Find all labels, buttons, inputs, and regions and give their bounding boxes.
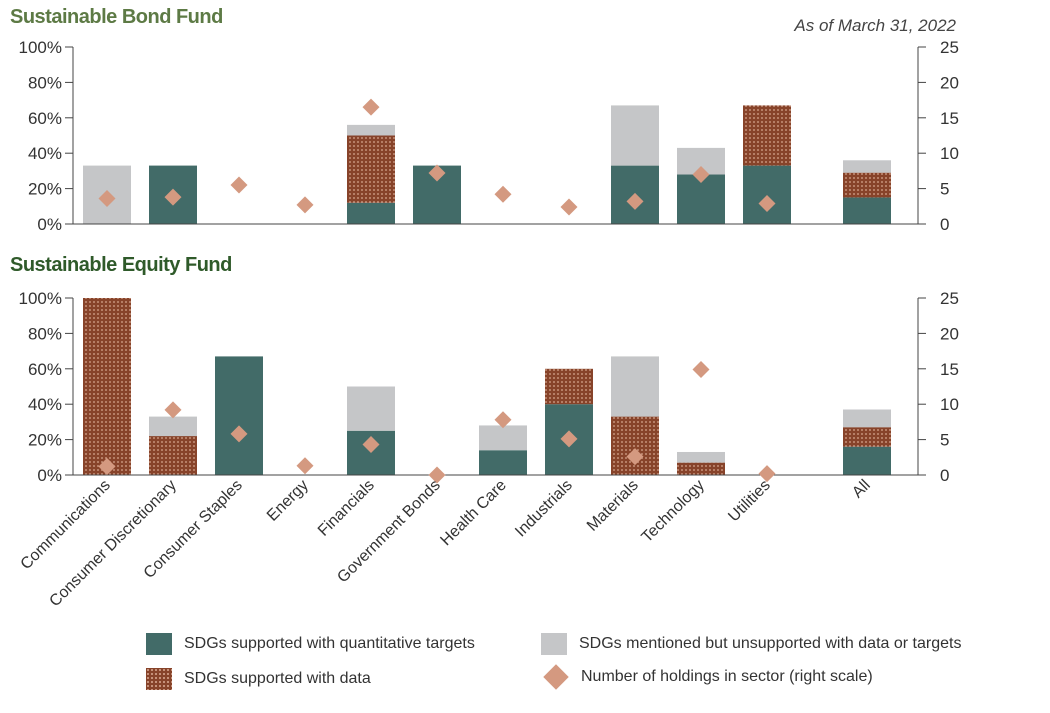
bond-y-tick-label: 20% [28, 180, 62, 199]
bond-mentioned-bar [843, 160, 891, 173]
bond-y2-tick-label: 0 [940, 215, 949, 234]
equity-y2-tick-label: 25 [940, 289, 959, 308]
bond-mentioned-bar [347, 124, 395, 136]
category-label: Utilities [725, 477, 773, 525]
legend-label-mentioned: SDGs mentioned but unsupported with data… [579, 635, 962, 652]
bond-y2-tick-label: 15 [940, 109, 959, 128]
equity-y2-tick-label: 5 [940, 431, 949, 450]
legend-swatch-mentioned [541, 633, 567, 655]
legend-swatch-quantitative [146, 633, 172, 655]
equity-y2-tick-label: 15 [940, 360, 959, 379]
equity-quantitative-bar [479, 450, 527, 475]
equity-holdings-diamond [164, 401, 182, 419]
equity-holdings-diamond [560, 430, 578, 448]
category-label: Industrials [512, 477, 576, 541]
equity-y-tick-label: 0% [37, 466, 62, 485]
bond-holdings-diamond [164, 188, 182, 206]
equity-y2-tick-label: 20 [940, 324, 959, 343]
equity-mentioned-bar [677, 451, 725, 463]
equity-holdings-diamond [230, 425, 248, 443]
bond-fund-title: Sustainable Bond Fund [10, 6, 223, 28]
bond-holdings-diamond [560, 198, 578, 216]
legend-mentioned: SDGs mentioned but unsupported with data… [541, 633, 961, 655]
equity-data-bar [677, 462, 725, 475]
equity-data-bar [545, 368, 593, 405]
equity-holdings-diamond [692, 361, 710, 379]
bond-y2-tick-label: 25 [940, 38, 959, 57]
bond-y-tick-label: 100% [19, 38, 62, 57]
equity-mentioned-bar [347, 386, 395, 431]
bond-data-bar [743, 105, 791, 166]
legend-quantitative: SDGs supported with quantitative targets [146, 633, 475, 655]
equity-holdings-diamond [494, 411, 512, 429]
equity-y-tick-label: 20% [28, 431, 62, 450]
equity-holdings-diamond [296, 457, 314, 475]
bond-holdings-diamond [98, 190, 116, 208]
bond-quantitative-bar [743, 165, 791, 224]
legend-label-holdings: Number of holdings in sector (right scal… [581, 668, 873, 685]
bond-holdings-diamond [428, 164, 446, 182]
category-label: Materials [584, 477, 642, 535]
equity-data-bar [149, 436, 197, 475]
equity-holdings-diamond [758, 465, 776, 483]
equity-y-tick-label: 100% [19, 289, 62, 308]
bond-holdings-diamond [758, 194, 776, 212]
equity-quantitative-bar [215, 356, 263, 475]
bond-holdings-diamond [362, 98, 380, 116]
bond-holdings-diamond [626, 192, 644, 210]
bond-y-tick-label: 0% [37, 215, 62, 234]
equity-data-bar [843, 427, 891, 447]
bond-y2-tick-label: 10 [940, 144, 959, 163]
legend-data: SDGs supported with data [146, 668, 371, 690]
bond-data-bar [843, 172, 891, 198]
category-label: Health Care [437, 477, 509, 549]
category-label: All [849, 477, 874, 502]
bond-holdings-diamond [494, 185, 512, 203]
equity-mentioned-bar [611, 356, 659, 417]
legend-label-quantitative: SDGs supported with quantitative targets [184, 635, 475, 652]
equity-holdings-diamond [98, 458, 116, 476]
bond-holdings-diamond [230, 176, 248, 194]
equity-y-tick-label: 80% [28, 324, 62, 343]
diamond-icon [543, 664, 569, 690]
equity-mentioned-bar [843, 409, 891, 428]
bond-holdings-diamond [296, 196, 314, 214]
equity-holdings-diamond [626, 448, 644, 466]
bond-mentioned-bar [611, 105, 659, 166]
bond-quantitative-bar [843, 197, 891, 224]
bond-y-tick-label: 40% [28, 144, 62, 163]
bond-quantitative-bar [347, 202, 395, 224]
bond-y-tick-label: 60% [28, 109, 62, 128]
bond-holdings-diamond [692, 165, 710, 183]
category-label: Energy [264, 477, 312, 525]
legend-swatch-data [146, 668, 172, 690]
bond-y-tick-label: 80% [28, 73, 62, 92]
legend-label-data: SDGs supported with data [184, 670, 371, 687]
equity-y-tick-label: 60% [28, 360, 62, 379]
bond-data-bar [347, 135, 395, 203]
equity-data-bar [611, 416, 659, 475]
equity-holdings-diamond [428, 466, 446, 484]
category-label: Technology [639, 477, 708, 546]
equity-holdings-diamond [362, 436, 380, 454]
equity-mentioned-bar [479, 425, 527, 451]
bond-y2-tick-label: 20 [940, 73, 959, 92]
equity-y-tick-label: 40% [28, 395, 62, 414]
equity-quantitative-bar [843, 446, 891, 475]
category-label: Consumer Discretionary [46, 477, 179, 610]
equity-mentioned-bar [149, 416, 197, 437]
equity-y2-tick-label: 0 [940, 466, 949, 485]
category-label: Financials [315, 477, 378, 540]
legend-holdings: Number of holdings in sector (right scal… [541, 664, 873, 690]
equity-y2-tick-label: 10 [940, 395, 959, 414]
bond-y2-tick-label: 5 [940, 180, 949, 199]
equity-data-bar [83, 298, 131, 475]
as-of-date: As of March 31, 2022 [794, 16, 956, 35]
equity-fund-title: Sustainable Equity Fund [10, 254, 232, 276]
